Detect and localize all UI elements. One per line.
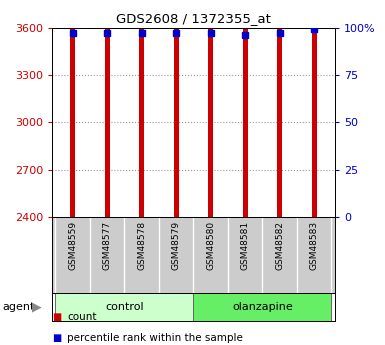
Text: GSM48580: GSM48580 (206, 221, 215, 270)
Text: ■: ■ (52, 333, 61, 343)
Text: percentile rank within the sample: percentile rank within the sample (67, 333, 243, 343)
Text: GSM48581: GSM48581 (241, 221, 250, 270)
Bar (194, 293, 331, 321)
Text: agent: agent (2, 302, 34, 312)
Bar (277, 0, 282, 217)
Text: ▶: ▶ (32, 300, 42, 314)
Bar (105, 0, 110, 217)
Title: GDS2608 / 1372355_at: GDS2608 / 1372355_at (116, 12, 271, 25)
Bar (139, 0, 144, 217)
Text: GSM48582: GSM48582 (275, 221, 284, 270)
Text: GSM48577: GSM48577 (103, 221, 112, 270)
Text: ■: ■ (52, 313, 61, 322)
Bar (208, 0, 213, 217)
Text: GSM48559: GSM48559 (68, 221, 77, 270)
Text: control: control (105, 302, 144, 312)
Text: GSM48579: GSM48579 (172, 221, 181, 270)
Bar (243, 0, 248, 217)
Bar (55, 293, 194, 321)
Bar (311, 0, 317, 217)
Text: count: count (67, 313, 97, 322)
Bar (174, 0, 179, 217)
Text: olanzapine: olanzapine (232, 302, 293, 312)
Text: GSM48583: GSM48583 (310, 221, 319, 270)
Text: GSM48578: GSM48578 (137, 221, 146, 270)
Bar (70, 0, 75, 217)
